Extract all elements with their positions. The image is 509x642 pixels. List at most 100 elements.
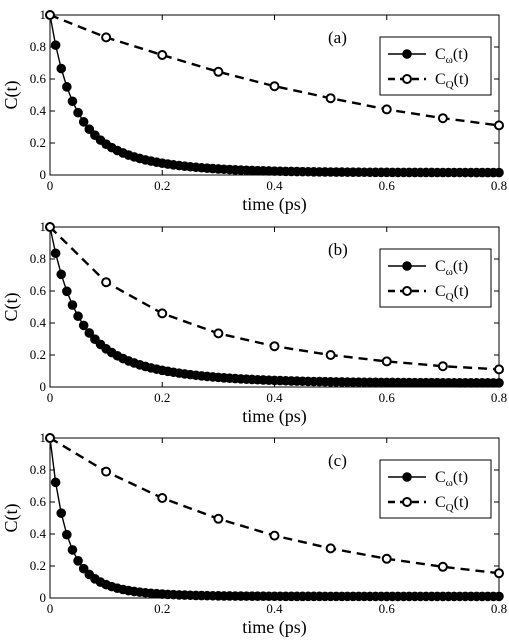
legend-marker: [402, 261, 412, 271]
data-point: [269, 81, 280, 92]
legend-label-suffix: (t): [453, 46, 468, 63]
data-point: [325, 350, 336, 360]
legend-label-sub: ω: [446, 266, 453, 278]
data-point: [56, 269, 67, 280]
x-axis-label: time (ps): [242, 406, 307, 427]
data-point: [73, 311, 83, 322]
data-point: [73, 107, 83, 118]
y-tick-label: 0.6: [30, 283, 47, 298]
data-point: [45, 10, 55, 20]
y-tick-label: 0.2: [30, 135, 46, 150]
data-point: [494, 591, 504, 602]
x-tick-label: 0: [47, 390, 54, 405]
y-tick-label: 0: [40, 379, 47, 394]
legend-label-base: C: [435, 469, 446, 486]
legend-box: [379, 248, 492, 308]
legend-label-suffix: (t): [454, 71, 469, 88]
y-axis-label: C(t): [1, 292, 22, 321]
legend-label-sub: ω: [446, 54, 453, 66]
panel-label: (c): [328, 451, 347, 470]
data-point: [157, 50, 168, 60]
legend-marker: [402, 49, 412, 59]
legend: Cω(t)CQ(t): [379, 459, 492, 519]
data-point: [494, 378, 504, 388]
data-point: [50, 40, 61, 50]
legend: Cω(t) CQ(t): [379, 248, 492, 308]
y-tick-label: 1: [40, 219, 47, 234]
series-Q: [45, 222, 504, 375]
data-point: [56, 63, 67, 74]
data-point: [73, 555, 83, 566]
data-point: [437, 561, 448, 572]
y-tick-label: 0.4: [30, 103, 47, 118]
data-point: [56, 508, 67, 518]
data-point: [67, 300, 78, 310]
x-tick-label: 0.2: [154, 178, 170, 193]
series-Q: [45, 433, 504, 579]
x-tick-label: 0.2: [154, 601, 170, 616]
data-point: [437, 113, 448, 124]
legend-label-sub: Q: [446, 502, 454, 514]
legend-marker: [402, 74, 412, 84]
data-point: [62, 286, 72, 297]
legend-label: CQ(t): [435, 283, 469, 303]
x-tick-label: 0.6: [379, 601, 396, 616]
data-point: [62, 529, 72, 540]
x-axis-label: time (ps): [242, 617, 307, 638]
data-point: [50, 248, 61, 259]
y-axis-label: C(t): [1, 503, 22, 532]
data-point: [101, 277, 112, 288]
data-point: [381, 104, 392, 115]
y-tick-label: 0.8: [30, 462, 46, 477]
legend-marker: [402, 286, 412, 296]
y-tick-label: 0.8: [30, 251, 46, 266]
y-tick-label: 0: [40, 167, 47, 182]
y-tick-label: 0.4: [30, 315, 47, 330]
legend-label-sub: Q: [446, 79, 454, 91]
panel-label: (a): [328, 28, 347, 47]
data-point: [494, 120, 504, 131]
data-point: [325, 543, 336, 554]
x-tick-label: 0: [47, 178, 54, 193]
legend-marker: [402, 472, 412, 482]
legend-box: [379, 459, 492, 519]
data-point: [78, 320, 89, 331]
data-point: [50, 477, 61, 488]
y-tick-label: 1: [40, 430, 47, 445]
x-tick-label: 0: [47, 601, 54, 616]
data-point: [325, 93, 336, 104]
data-point: [213, 513, 224, 524]
data-point: [67, 545, 78, 555]
legend-label: Cω(t): [435, 469, 468, 489]
data-point: [67, 96, 78, 107]
legend-label-suffix: (t): [454, 283, 469, 300]
legend-label-sub: Q: [446, 291, 454, 303]
y-tick-label: 1: [40, 7, 47, 22]
data-point: [269, 530, 280, 541]
data-point: [84, 328, 95, 338]
y-tick-label: 0.4: [30, 526, 47, 541]
data-point: [101, 466, 112, 477]
y-tick-label: 0: [40, 590, 47, 605]
legend-label-base: C: [435, 494, 446, 511]
data-point: [84, 124, 95, 135]
data-point: [157, 493, 168, 503]
y-tick-label: 0.2: [30, 347, 46, 362]
data-point: [381, 356, 392, 367]
legend-label: CQ(t): [435, 71, 469, 91]
legend-label-suffix: (t): [453, 469, 468, 486]
data-point: [101, 32, 112, 43]
data-point: [45, 222, 55, 232]
legend-label: Cω(t): [435, 258, 468, 278]
x-tick-label: 0.4: [266, 390, 283, 405]
x-tick-label: 0.6: [379, 178, 396, 193]
panel-label: (b): [328, 240, 348, 259]
data-point: [45, 433, 55, 443]
series-ω: [45, 433, 504, 602]
y-tick-label: 0.6: [30, 71, 47, 86]
data-point: [494, 364, 504, 375]
x-tick-label: 0.8: [491, 178, 507, 193]
x-tick-label: 0.4: [266, 601, 283, 616]
